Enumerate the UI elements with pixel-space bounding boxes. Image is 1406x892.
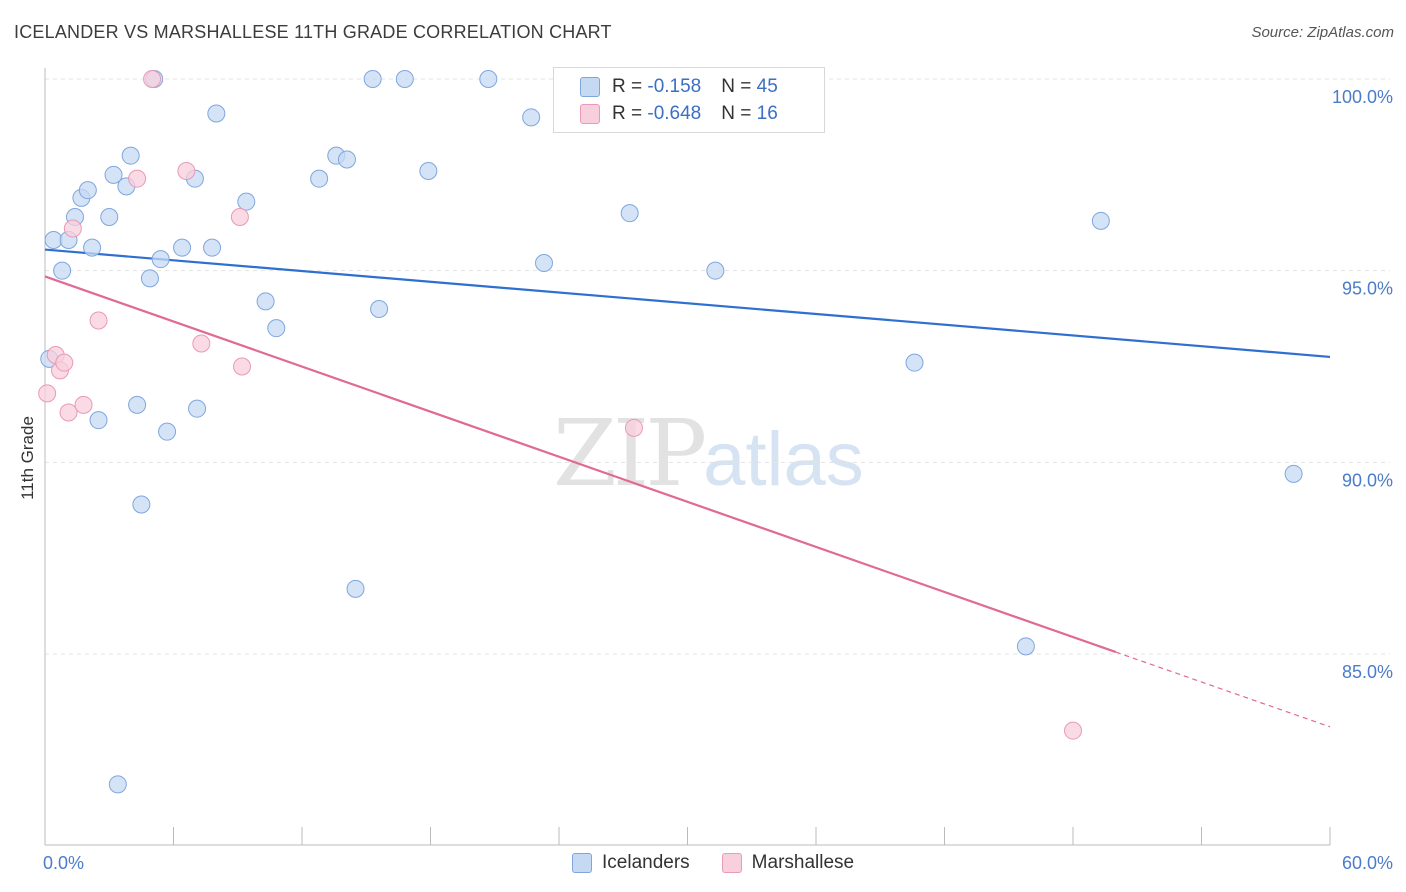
legend-label-icelanders: Icelanders xyxy=(602,852,690,873)
point-icelanders xyxy=(132,495,151,514)
legend-r-label: R = xyxy=(612,103,648,124)
y-tick-label-90: 90.0% xyxy=(1342,470,1393,490)
point-icelanders xyxy=(346,579,365,598)
point-icelanders xyxy=(479,70,498,88)
trend-line-marshallese xyxy=(44,275,1117,654)
point-icelanders xyxy=(108,775,127,794)
source-label: Source: ZipAtlas.com xyxy=(1251,24,1394,41)
point-icelanders xyxy=(207,104,226,123)
point-icelanders xyxy=(419,162,438,180)
point-icelanders xyxy=(522,108,541,127)
point-icelanders xyxy=(100,208,119,226)
watermark: ZIPatlas xyxy=(553,400,864,507)
legend-label-marshallese: Marshallese xyxy=(751,852,855,873)
trend-lines xyxy=(44,248,1331,728)
point-icelanders xyxy=(310,169,329,188)
point-marshallese xyxy=(74,395,93,414)
point-icelanders xyxy=(44,231,63,249)
point-icelanders xyxy=(1091,211,1110,230)
legend-n-label: N = xyxy=(721,76,757,97)
trend-line-marshallese-extension xyxy=(1115,651,1331,728)
point-icelanders xyxy=(128,395,147,414)
chart-title: ICELANDER VS MARSHALLESE 11TH GRADE CORR… xyxy=(14,22,612,42)
point-icelanders xyxy=(53,261,72,280)
point-marshallese xyxy=(1064,721,1082,740)
point-icelanders xyxy=(104,165,123,184)
point-marshallese xyxy=(128,169,147,188)
trend-line-icelanders xyxy=(44,248,1331,359)
legend-item-marshallese[interactable]: Marshallese xyxy=(721,852,855,874)
axis-labels: 85.0% 90.0% 95.0% 100.0% 0.0% 60.0% 11th Grade xyxy=(18,87,1393,873)
point-icelanders xyxy=(158,422,177,441)
x-tick-label-min: 0.0% xyxy=(43,853,84,873)
y-axis-label: 11th Grade xyxy=(18,416,37,500)
point-marshallese xyxy=(177,162,196,180)
point-icelanders xyxy=(535,254,554,272)
legend-n-value: 16 xyxy=(756,103,778,124)
point-icelanders xyxy=(267,319,286,338)
x-tick-label-max: 60.0% xyxy=(1342,853,1393,873)
point-marshallese xyxy=(55,353,74,372)
point-icelanders xyxy=(620,204,639,223)
point-marshallese xyxy=(624,418,643,437)
stats-legend: R = -0.158 N = 45 R = -0.648 N = 16 xyxy=(553,67,825,133)
point-icelanders xyxy=(188,399,207,418)
watermark-atlas: atlas xyxy=(703,417,864,502)
point-icelanders xyxy=(706,261,725,280)
legend-row-icelanders: R = -0.158 N = 45 xyxy=(580,75,778,99)
legend-r-value: -0.158 xyxy=(647,76,702,97)
point-icelanders xyxy=(337,150,356,169)
point-icelanders xyxy=(256,292,275,311)
y-tick-label-100: 100.0% xyxy=(1332,87,1393,107)
point-marshallese xyxy=(230,208,249,226)
point-icelanders xyxy=(140,269,159,288)
legend-swatch-icelanders xyxy=(572,853,592,873)
point-icelanders xyxy=(89,411,108,430)
point-icelanders xyxy=(1284,464,1303,483)
point-icelanders xyxy=(173,238,192,257)
watermark-zip: ZIP xyxy=(553,400,707,507)
legend-r-label: R = xyxy=(612,76,648,97)
legend-n-value: 45 xyxy=(756,76,778,97)
legend-item-icelanders[interactable]: Icelanders xyxy=(572,852,690,874)
point-icelanders xyxy=(237,192,256,211)
series-legend: Icelanders Marshallese xyxy=(572,852,886,874)
point-marshallese xyxy=(143,70,162,88)
point-marshallese xyxy=(192,334,211,353)
legend-n-label: N = xyxy=(721,103,757,124)
point-icelanders xyxy=(121,146,140,165)
point-icelanders xyxy=(905,353,924,372)
y-tick-label-85: 85.0% xyxy=(1342,662,1393,682)
axes xyxy=(44,68,1331,846)
legend-swatch-marshallese xyxy=(721,853,742,873)
point-icelanders xyxy=(151,250,170,269)
legend-swatch-icelanders xyxy=(580,77,600,97)
data-points xyxy=(38,70,1303,794)
point-icelanders xyxy=(395,70,414,88)
point-marshallese xyxy=(89,311,108,330)
point-marshallese xyxy=(59,403,78,422)
legend-r-value: -0.648 xyxy=(647,103,702,124)
legend-swatch-marshallese xyxy=(580,104,600,124)
point-marshallese xyxy=(233,357,252,376)
point-icelanders xyxy=(1016,637,1035,656)
y-tick-label-95: 95.0% xyxy=(1342,279,1393,299)
legend-row-marshallese: R = -0.648 N = 16 xyxy=(580,102,778,126)
point-icelanders xyxy=(78,181,97,200)
point-icelanders xyxy=(203,238,222,257)
point-marshallese xyxy=(63,219,82,238)
point-icelanders xyxy=(370,300,389,318)
point-icelanders xyxy=(363,70,382,88)
point-marshallese xyxy=(38,384,57,403)
point-icelanders xyxy=(83,238,102,257)
